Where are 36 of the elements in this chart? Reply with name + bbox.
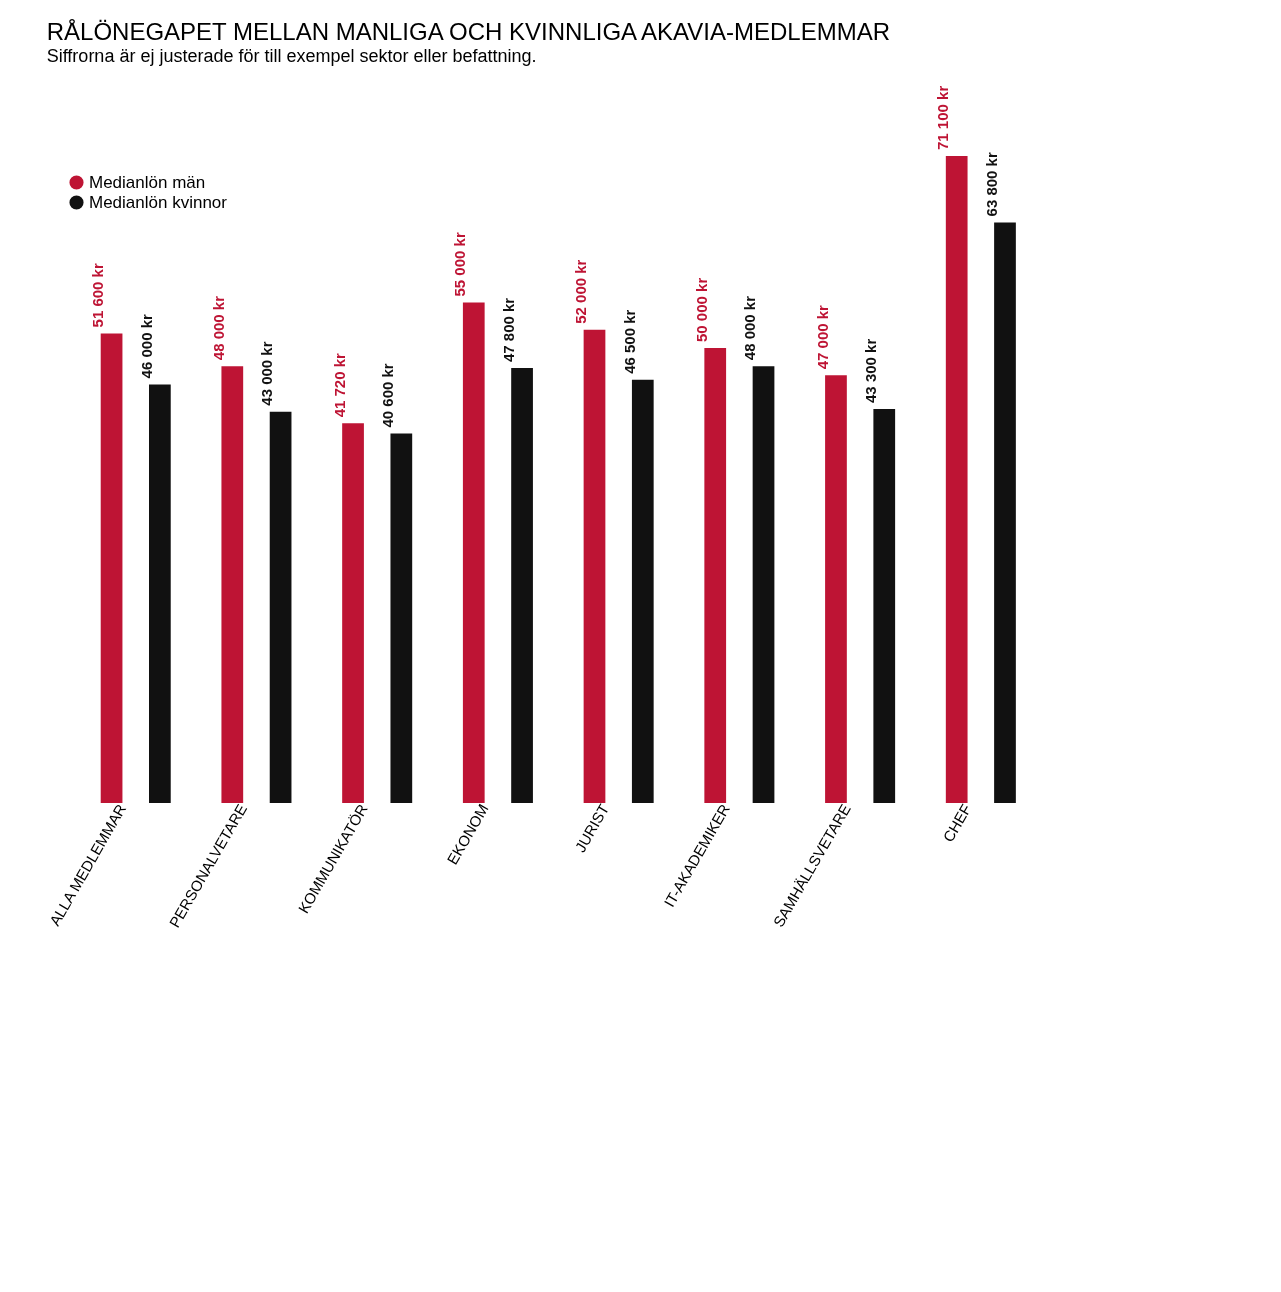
data-label: 48 000 kr xyxy=(741,295,759,361)
bar xyxy=(269,411,292,803)
chart-title: RÅLÖNEGAPET MELLAN MANLIGA OCH KVINNLIGA AKAVIA-MEDLEMMAR xyxy=(46,17,891,45)
bar xyxy=(149,384,171,803)
data-label: 46 500 kr xyxy=(620,309,638,374)
bar xyxy=(752,366,775,803)
bar xyxy=(945,156,968,803)
chart-subtitle: Siffrorna är ej justerade för till exempel sektor eller befattning. xyxy=(46,45,537,66)
bar xyxy=(100,333,123,803)
bar xyxy=(583,329,606,803)
data-label: 55 000 kr xyxy=(451,232,469,297)
data-label: 43 300 kr xyxy=(861,338,879,403)
bar xyxy=(462,302,485,803)
bar xyxy=(511,368,533,803)
bar xyxy=(704,348,727,803)
data-label: 50 000 kr xyxy=(692,277,710,343)
legend-label: Medianlön kvinnor xyxy=(89,192,228,212)
data-label: 51 600 kr xyxy=(89,263,107,328)
bar xyxy=(825,375,847,803)
bar xyxy=(631,379,654,803)
data-label: 48 000 kr xyxy=(210,295,228,361)
data-label: 47 800 kr xyxy=(499,297,517,363)
data-label: 63 800 kr xyxy=(982,152,1000,217)
data-label: 46 000 kr xyxy=(137,314,155,379)
bar xyxy=(342,423,364,803)
data-label: 41 720 kr xyxy=(330,352,348,418)
legend-label: Medianlön män xyxy=(89,172,206,192)
bar xyxy=(873,408,896,803)
bar xyxy=(390,433,413,803)
data-label: 47 000 kr xyxy=(813,304,831,370)
bar xyxy=(994,222,1016,803)
bar xyxy=(221,366,244,803)
data-label: 40 600 kr xyxy=(379,363,397,428)
data-label: 43 000 kr xyxy=(258,341,276,406)
data-label: 71 100 kr xyxy=(934,85,952,150)
data-label: 52 000 kr xyxy=(572,259,590,324)
